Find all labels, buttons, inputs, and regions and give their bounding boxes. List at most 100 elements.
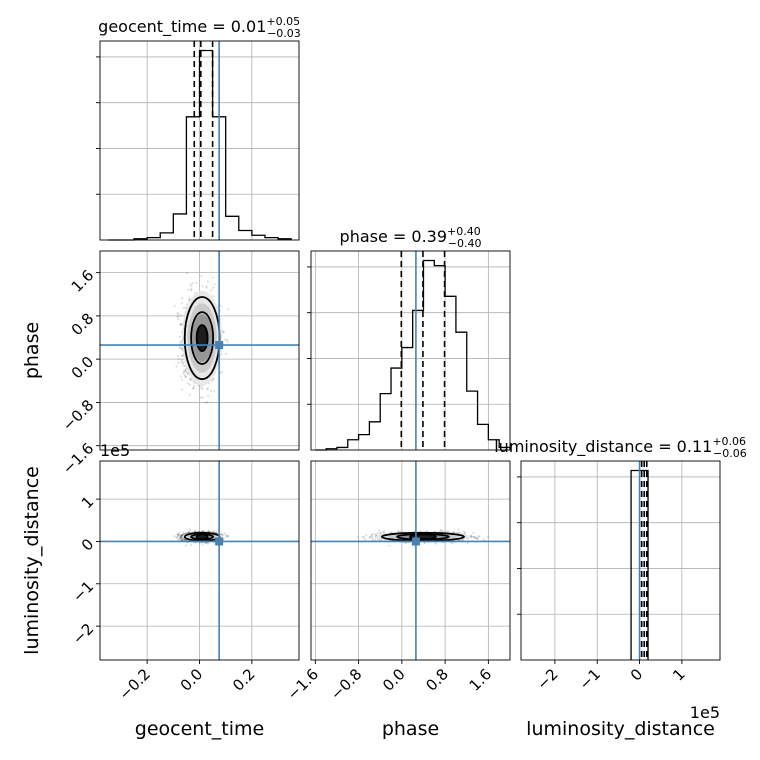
sample-point bbox=[182, 306, 186, 309]
sample-point bbox=[222, 331, 225, 334]
ytick-label-phase-0: −1.6 bbox=[59, 439, 97, 477]
sample-point bbox=[181, 538, 184, 541]
xtick-label-phase-1: −0.8 bbox=[327, 665, 365, 703]
sample-point bbox=[181, 388, 184, 391]
sample-point bbox=[477, 535, 480, 538]
sample-point bbox=[187, 531, 190, 534]
sample-point bbox=[184, 375, 187, 378]
sample-point bbox=[469, 534, 472, 537]
sample-point bbox=[175, 536, 178, 539]
sample-point bbox=[404, 542, 407, 545]
sample-point bbox=[188, 377, 191, 380]
sample-point bbox=[179, 345, 182, 348]
sample-point bbox=[184, 369, 187, 372]
sample-point bbox=[470, 535, 473, 538]
xtick-label-luminosity_distance-1: −1 bbox=[576, 665, 604, 693]
ytick-label-luminosity_distance-3: 1 bbox=[78, 493, 97, 512]
sample-point bbox=[180, 378, 183, 381]
sample-point bbox=[189, 283, 192, 286]
sample-point bbox=[206, 388, 209, 391]
sample-point bbox=[180, 536, 183, 539]
hist-phase-frame bbox=[310, 250, 511, 451]
sample-point bbox=[177, 533, 180, 536]
hist-luminosity_distance-frame bbox=[520, 460, 721, 661]
sample-point bbox=[181, 533, 184, 536]
sample-point bbox=[212, 531, 216, 534]
hist-luminosity_distance-title: luminosity_distance = 0.11+0.06 −0.06 bbox=[494, 435, 747, 460]
sample-point bbox=[209, 389, 212, 392]
title-minus: −0.03 bbox=[267, 27, 301, 40]
sample-point bbox=[179, 323, 182, 326]
sample-point bbox=[377, 529, 380, 532]
sample-point bbox=[222, 537, 225, 540]
panel-geocent_time-vs-phase-contour-0 bbox=[195, 324, 209, 352]
sample-point bbox=[227, 308, 230, 311]
hist-geocent_time-frame bbox=[99, 40, 300, 241]
sample-point bbox=[173, 305, 176, 308]
sample-point bbox=[457, 528, 460, 531]
sample-point bbox=[180, 360, 183, 364]
sample-point bbox=[383, 530, 386, 534]
title-plus: +0.06 bbox=[712, 435, 746, 448]
sample-point bbox=[198, 542, 201, 545]
sample-point bbox=[182, 372, 185, 375]
panel-geocent_time-vs-luminosity_distance-contour-1 bbox=[190, 533, 215, 541]
sample-point bbox=[372, 532, 375, 536]
sample-point bbox=[179, 537, 182, 540]
sample-point bbox=[457, 531, 460, 535]
sample-point bbox=[199, 396, 202, 399]
ytick-label-luminosity_distance-2: 0 bbox=[78, 535, 97, 554]
xtick-label-phase-4: 1.6 bbox=[466, 665, 496, 695]
sample-point bbox=[179, 536, 182, 540]
sample-point bbox=[478, 535, 481, 538]
sample-point bbox=[201, 285, 204, 288]
sample-point bbox=[212, 530, 215, 533]
sample-point bbox=[473, 536, 476, 539]
sample-point bbox=[179, 314, 182, 317]
title-value: luminosity_distance = 0.11 bbox=[494, 437, 712, 457]
sample-point bbox=[178, 538, 181, 541]
sample-point bbox=[466, 541, 469, 545]
xtick-label-phase-2: 0.0 bbox=[379, 665, 409, 695]
sample-point bbox=[179, 375, 183, 378]
sample-point bbox=[193, 384, 196, 388]
sample-point bbox=[200, 386, 203, 389]
sample-point bbox=[182, 370, 186, 373]
panel-geocent_time-vs-luminosity_distance-density-3 bbox=[196, 534, 208, 539]
sample-point bbox=[222, 533, 225, 537]
sample-point bbox=[463, 531, 466, 534]
sample-point bbox=[220, 532, 223, 536]
sample-point bbox=[183, 374, 186, 377]
ytick-label-phase-4: 1.6 bbox=[68, 266, 98, 296]
sample-point bbox=[205, 285, 208, 288]
sample-point bbox=[475, 537, 478, 540]
sample-point bbox=[177, 318, 180, 321]
sample-point bbox=[204, 542, 207, 545]
sample-point bbox=[215, 531, 218, 534]
xlabel-geocent_time: geocent_time bbox=[135, 718, 264, 740]
sample-point bbox=[201, 529, 204, 533]
sample-point bbox=[184, 544, 188, 547]
sample-point bbox=[423, 541, 426, 545]
sample-point bbox=[186, 371, 189, 374]
title-plus: +0.05 bbox=[266, 15, 300, 28]
sample-point bbox=[211, 295, 215, 298]
sample-point bbox=[472, 535, 475, 538]
sample-point bbox=[177, 535, 180, 538]
sample-point bbox=[376, 538, 379, 541]
sample-point bbox=[185, 272, 189, 275]
sample-point bbox=[181, 362, 184, 365]
sample-point bbox=[180, 359, 183, 362]
xlabel-phase: phase bbox=[382, 718, 439, 740]
sample-point bbox=[219, 304, 222, 307]
sample-point bbox=[371, 537, 374, 540]
ytick-label-luminosity_distance-0: −2 bbox=[69, 620, 97, 648]
sample-point bbox=[188, 383, 191, 386]
sample-point bbox=[177, 312, 180, 315]
sample-point bbox=[173, 535, 176, 538]
sample-point bbox=[212, 286, 215, 289]
title-minus: −0.06 bbox=[713, 447, 747, 460]
sample-point bbox=[206, 530, 209, 533]
sample-point bbox=[182, 364, 185, 367]
sample-point bbox=[205, 286, 208, 289]
